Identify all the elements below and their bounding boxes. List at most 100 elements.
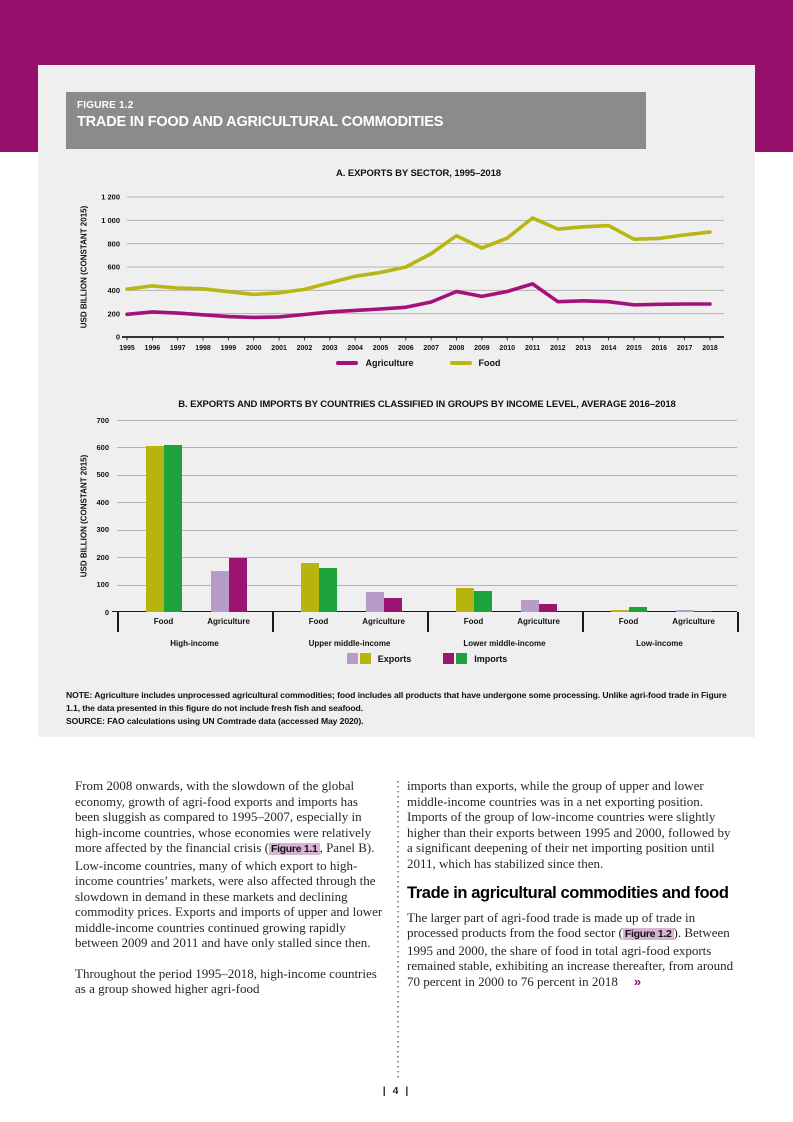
y-tick-label: 300 bbox=[96, 525, 109, 535]
x-tick-label: 2015 bbox=[626, 345, 642, 352]
sector-label: Food bbox=[153, 617, 174, 626]
x-tick-label: 1998 bbox=[195, 345, 211, 352]
x-tick-label: 1997 bbox=[170, 345, 186, 352]
bar-food-imports bbox=[163, 445, 182, 612]
bar-food-exports bbox=[455, 587, 474, 612]
bar-agriculture-exports bbox=[210, 571, 229, 612]
group-separator bbox=[737, 612, 739, 632]
bar-food-imports bbox=[628, 606, 647, 612]
chart-a-title: A. EXPORTS BY SECTOR, 1995–2018 bbox=[336, 168, 501, 179]
group-separator bbox=[427, 612, 429, 632]
paragraph: From 2008 onwards, with the slowdown of … bbox=[75, 778, 383, 951]
bar-food-exports bbox=[145, 446, 164, 612]
imports-agriculture-swatch bbox=[443, 653, 455, 664]
banner-left-edge bbox=[0, 65, 38, 152]
gridline bbox=[117, 529, 737, 531]
sector-label: Food bbox=[308, 617, 329, 626]
group-separator bbox=[272, 612, 274, 632]
figure-note-block: NOTE: Agriculture includes unprocessed a… bbox=[66, 689, 734, 728]
x-axis bbox=[112, 610, 737, 613]
y-tick-label: 1 200 bbox=[101, 193, 120, 202]
income-group-label: High-income bbox=[170, 639, 219, 648]
legend-label-exports: Exports bbox=[377, 653, 412, 664]
figure-header: FIGURE 1.2 TRADE IN FOOD AND AGRICULTURA… bbox=[66, 92, 646, 149]
paragraph-text: , Panel B). Low-income countries, many o… bbox=[75, 840, 383, 950]
x-tick-label: 2006 bbox=[398, 345, 414, 352]
x-tick-label: 2001 bbox=[271, 345, 287, 352]
figure-panel: FIGURE 1.2 TRADE IN FOOD AND AGRICULTURA… bbox=[38, 65, 755, 737]
page-top-banner bbox=[0, 0, 793, 65]
x-tick-label: 2012 bbox=[550, 345, 566, 352]
y-tick-label: 600 bbox=[96, 442, 109, 452]
y-tick-label: 100 bbox=[96, 580, 109, 590]
imports-food-swatch bbox=[456, 653, 468, 664]
gridline bbox=[117, 557, 737, 559]
chart-b-legend: Exports Imports bbox=[117, 653, 737, 664]
y-tick-label: 200 bbox=[96, 552, 109, 562]
y-tick-label: 600 bbox=[107, 263, 120, 272]
page-footer: | 4 | bbox=[0, 1081, 793, 1099]
figure-label: FIGURE 1.2 bbox=[77, 100, 134, 111]
gridline bbox=[117, 420, 737, 421]
legend-item-food: Food bbox=[449, 358, 501, 368]
gridline bbox=[117, 474, 737, 476]
sector-label: Food bbox=[463, 617, 484, 626]
bar-agriculture-imports bbox=[693, 610, 712, 612]
paragraph-text: From 2008 onwards, with the slowdown of … bbox=[75, 778, 372, 855]
sector-label: Agriculture bbox=[672, 617, 715, 626]
x-tick-label: 2013 bbox=[575, 345, 591, 352]
y-tick-label: 800 bbox=[107, 239, 120, 248]
paragraph: Throughout the period 1995–2018, high-in… bbox=[75, 965, 377, 997]
bar-food-imports bbox=[318, 567, 337, 612]
y-tick-label: 1 000 bbox=[101, 216, 120, 225]
bar-agriculture-exports bbox=[675, 609, 694, 612]
paragraph: imports than exports, while the group of… bbox=[407, 778, 731, 871]
food-line-swatch bbox=[449, 360, 472, 366]
bar-agriculture-imports bbox=[228, 557, 247, 612]
figure-title: TRADE IN FOOD AND AGRICULTURAL COMMODITI… bbox=[77, 114, 444, 130]
figure-1-2-link[interactable]: Figure 1.2 bbox=[622, 928, 674, 940]
gridline bbox=[117, 502, 737, 504]
sector-label: Agriculture bbox=[517, 617, 560, 626]
income-group-label: Low-income bbox=[636, 639, 683, 648]
x-tick-label: 2018 bbox=[702, 345, 718, 352]
bar-agriculture-exports bbox=[520, 599, 539, 612]
chart-a-legend: Agriculture Food bbox=[127, 358, 710, 368]
bar-food-exports bbox=[610, 610, 629, 612]
x-tick-label: 1995 bbox=[119, 345, 135, 352]
legend-item-imports: Imports bbox=[443, 653, 507, 664]
y-tick-label: 400 bbox=[107, 286, 120, 295]
sector-label: Agriculture bbox=[362, 617, 405, 626]
right-column: imports than exports, while the group of… bbox=[407, 778, 735, 1004]
source-text: SOURCE: FAO calculations using UN Comtra… bbox=[66, 716, 364, 726]
paragraph-text: ). Between 1995 and 2000, the share of f… bbox=[407, 925, 734, 989]
paragraph-text: The larger part of agri-food trade is ma… bbox=[407, 909, 696, 941]
page-number: | 4 | bbox=[382, 1085, 411, 1097]
exports-agriculture-swatch bbox=[346, 653, 358, 664]
legend-label-imports: Imports bbox=[474, 653, 508, 664]
paragraph: The larger part of agri-food trade is ma… bbox=[407, 910, 735, 990]
sector-label: Agriculture bbox=[207, 617, 250, 626]
x-tick-label: 2004 bbox=[347, 345, 363, 352]
x-tick-label: 2009 bbox=[474, 345, 490, 352]
gridline bbox=[117, 584, 737, 586]
group-separator bbox=[117, 612, 119, 632]
exports-food-swatch bbox=[359, 653, 371, 664]
y-tick-label: 700 bbox=[96, 415, 109, 425]
x-tick-label: 2003 bbox=[322, 345, 338, 352]
income-group-label: Lower middle-income bbox=[463, 639, 546, 648]
legend-item-exports: Exports bbox=[346, 653, 412, 664]
x-tick-label: 2016 bbox=[652, 345, 668, 352]
agriculture-line-swatch bbox=[336, 360, 359, 366]
income-group-label: Upper middle-income bbox=[308, 639, 391, 648]
y-tick-label: 200 bbox=[107, 309, 120, 318]
x-tick-label: 2008 bbox=[449, 345, 465, 352]
legend-item-agriculture: Agriculture bbox=[336, 358, 414, 368]
figure-1-1-link[interactable]: Figure 1.1 bbox=[268, 843, 320, 855]
bar-food-exports bbox=[300, 563, 319, 612]
continuation-marker: » bbox=[633, 973, 642, 989]
series-agriculture bbox=[125, 282, 712, 320]
x-tick-label: 2017 bbox=[677, 345, 693, 352]
x-tick-label: 2014 bbox=[601, 345, 617, 352]
